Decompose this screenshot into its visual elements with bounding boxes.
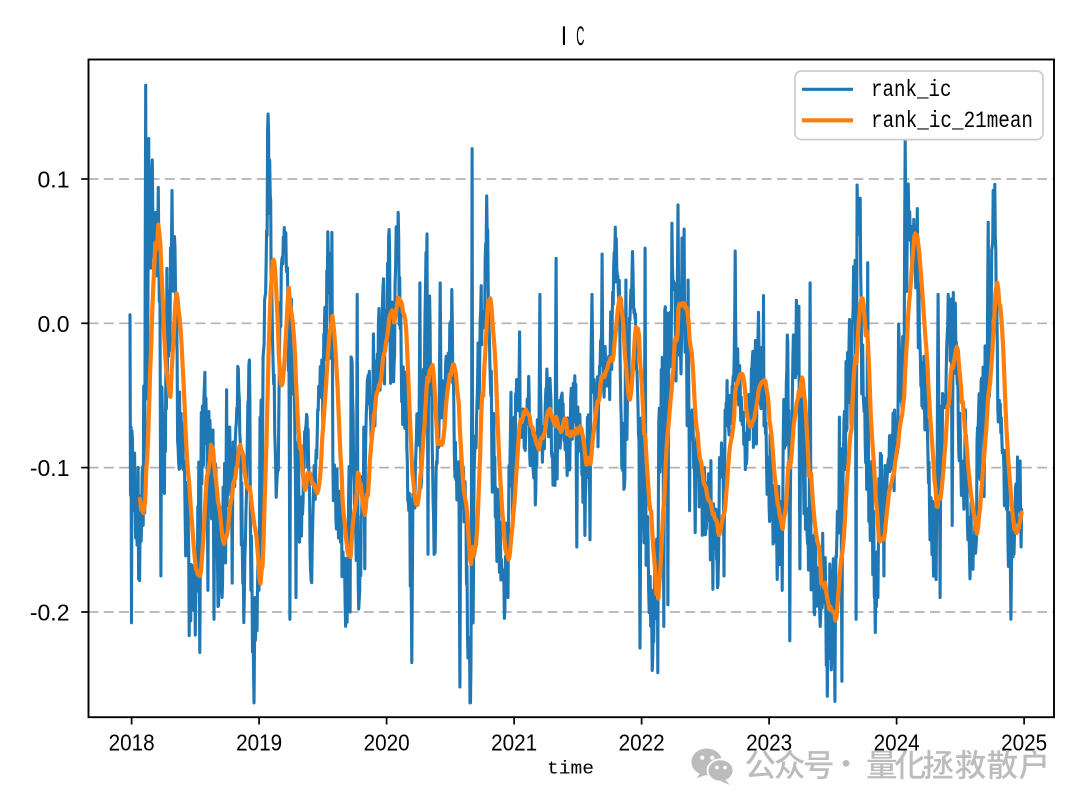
svg-text:rank_ic_21mean: rank_ic_21mean [871,108,1033,134]
svg-text:2020: 2020 [364,730,410,756]
svg-text:2022: 2022 [619,730,665,756]
svg-text:rank_ic: rank_ic [871,77,952,103]
svg-text:2018: 2018 [109,730,155,756]
svg-text:-0.1: -0.1 [30,455,70,481]
svg-text:0.0: 0.0 [38,311,70,337]
svg-text:C: C [576,21,584,51]
svg-text:2019: 2019 [236,730,282,756]
svg-text:0.1: 0.1 [38,167,70,193]
svg-text:2021: 2021 [491,730,537,756]
svg-text:time: time [547,759,594,780]
svg-text:-0.2: -0.2 [30,600,70,626]
svg-text:2023: 2023 [746,730,792,756]
